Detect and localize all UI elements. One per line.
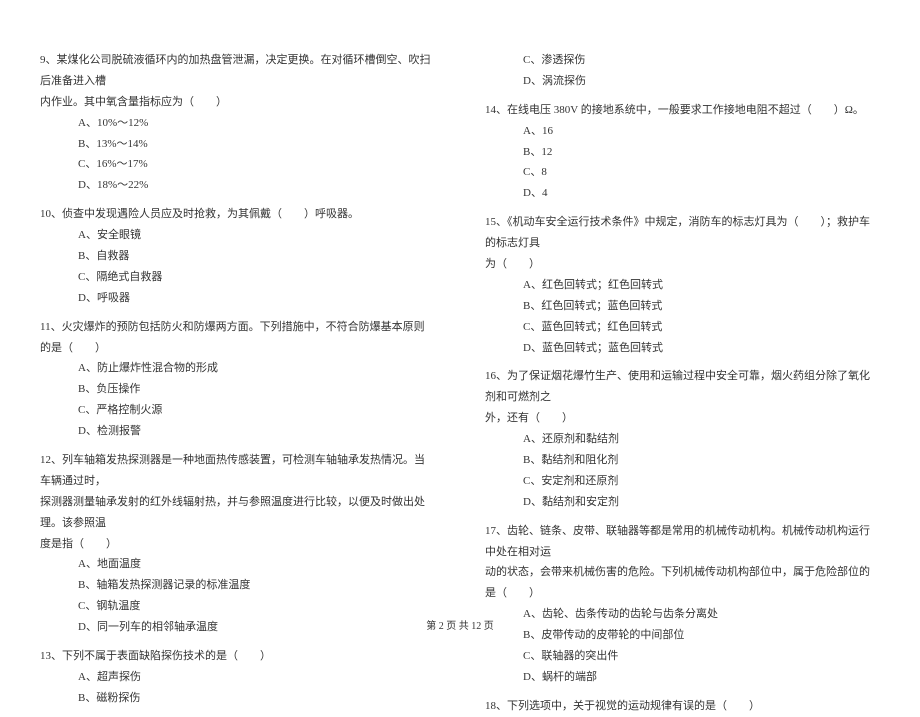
question-9-text-line2: 内作业。其中氧含量指标应为（ ） — [40, 92, 435, 113]
question-16: 16、为了保证烟花爆竹生产、使用和运输过程中安全可靠，烟火药组分除了氧化剂和可燃… — [485, 366, 880, 512]
right-column: C、渗透探伤 D、涡流探伤 14、在线电压 380V 的接地系统中，一般要求工作… — [485, 50, 880, 610]
question-15-option-c: C、蓝色回转式；红色回转式 — [485, 317, 880, 338]
question-11-option-c: C、严格控制火源 — [40, 400, 435, 421]
question-12-option-a: A、地面温度 — [40, 554, 435, 575]
question-13-option-b: B、磁粉探伤 — [40, 688, 435, 709]
question-15-text-line1: 15、《机动车安全运行技术条件》中规定，消防车的标志灯具为（ ）；救护车的标志灯… — [485, 212, 880, 254]
question-11-option-a: A、防止爆炸性混合物的形成 — [40, 358, 435, 379]
question-16-option-d: D、黏结剂和安定剂 — [485, 492, 880, 513]
question-17-option-d: D、蜗杆的端部 — [485, 667, 880, 688]
question-12-text-line2: 探测器测量轴承发射的红外线辐射热，并与参照温度进行比较，以便及时做出处理。该参照… — [40, 492, 435, 534]
question-18-text: 18、下列选项中，关于视觉的运动规律有误的是（ ） — [485, 696, 880, 717]
question-17-text-line2: 动的状态，会带来机械伤害的危险。下列机械传动机构部位中，属于危险部位的是（ ） — [485, 562, 880, 604]
question-10-option-b: B、自救器 — [40, 246, 435, 267]
question-15: 15、《机动车安全运行技术条件》中规定，消防车的标志灯具为（ ）；救护车的标志灯… — [485, 212, 880, 358]
question-15-option-a: A、红色回转式；红色回转式 — [485, 275, 880, 296]
question-13-text: 13、下列不属于表面缺陷探伤技术的是（ ） — [40, 646, 435, 667]
question-11-option-b: B、负压操作 — [40, 379, 435, 400]
question-10-option-c: C、隔绝式自救器 — [40, 267, 435, 288]
question-16-option-b: B、黏结剂和阻化剂 — [485, 450, 880, 471]
question-17: 17、齿轮、链条、皮带、联轴器等都是常用的机械传动机构。机械传动机构运行中处在相… — [485, 521, 880, 688]
question-16-text-line1: 16、为了保证烟花爆竹生产、使用和运输过程中安全可靠，烟火药组分除了氧化剂和可燃… — [485, 366, 880, 408]
question-13: 13、下列不属于表面缺陷探伤技术的是（ ） A、超声探伤 B、磁粉探伤 — [40, 646, 435, 709]
question-16-text-line2: 外，还有（ ） — [485, 408, 880, 429]
question-14-text: 14、在线电压 380V 的接地系统中，一般要求工作接地电阻不超过（ ）Ω。 — [485, 100, 880, 121]
question-14: 14、在线电压 380V 的接地系统中，一般要求工作接地电阻不超过（ ）Ω。 A… — [485, 100, 880, 204]
question-12: 12、列车轴箱发热探测器是一种地面热传感装置，可检测车轴轴承发热情况。当车辆通过… — [40, 450, 435, 638]
two-column-layout: 9、某煤化公司脱硫液循环内的加热盘管泄漏，决定更换。在对循环槽倒空、吹扫后准备进… — [40, 50, 880, 610]
question-9: 9、某煤化公司脱硫液循环内的加热盘管泄漏，决定更换。在对循环槽倒空、吹扫后准备进… — [40, 50, 435, 196]
question-9-option-c: C、16%～17% — [40, 154, 435, 175]
question-14-option-c: C、8 — [485, 162, 880, 183]
question-13-continued: C、渗透探伤 D、涡流探伤 — [485, 50, 880, 92]
question-17-text-line1: 17、齿轮、链条、皮带、联轴器等都是常用的机械传动机构。机械传动机构运行中处在相… — [485, 521, 880, 563]
question-13-option-a: A、超声探伤 — [40, 667, 435, 688]
question-15-text-line2: 为（ ） — [485, 254, 880, 275]
question-15-option-b: B、红色回转式；蓝色回转式 — [485, 296, 880, 317]
question-17-option-c: C、联轴器的突出件 — [485, 646, 880, 667]
question-12-option-c: C、钢轨温度 — [40, 596, 435, 617]
question-11-option-d: D、检测报警 — [40, 421, 435, 442]
question-13-option-c: C、渗透探伤 — [485, 50, 880, 71]
question-9-option-a: A、10%～12% — [40, 113, 435, 134]
page-footer: 第 2 页 共 12 页 — [0, 617, 920, 632]
question-10-option-a: A、安全眼镜 — [40, 225, 435, 246]
question-12-text-line3: 度是指（ ） — [40, 534, 435, 555]
question-10: 10、侦查中发现遇险人员应及时抢救，为其佩戴（ ）呼吸器。 A、安全眼镜 B、自… — [40, 204, 435, 308]
left-column: 9、某煤化公司脱硫液循环内的加热盘管泄漏，决定更换。在对循环槽倒空、吹扫后准备进… — [40, 50, 435, 610]
question-9-text-line1: 9、某煤化公司脱硫液循环内的加热盘管泄漏，决定更换。在对循环槽倒空、吹扫后准备进… — [40, 50, 435, 92]
question-12-option-b: B、轴箱发热探测器记录的标准温度 — [40, 575, 435, 596]
question-9-option-b: B、13%～14% — [40, 134, 435, 155]
question-15-option-d: D、蓝色回转式；蓝色回转式 — [485, 338, 880, 359]
question-12-text-line1: 12、列车轴箱发热探测器是一种地面热传感装置，可检测车轴轴承发热情况。当车辆通过… — [40, 450, 435, 492]
question-10-option-d: D、呼吸器 — [40, 288, 435, 309]
question-16-option-a: A、还原剂和黏结剂 — [485, 429, 880, 450]
question-10-text: 10、侦查中发现遇险人员应及时抢救，为其佩戴（ ）呼吸器。 — [40, 204, 435, 225]
question-14-option-a: A、16 — [485, 121, 880, 142]
question-9-option-d: D、18%～22% — [40, 175, 435, 196]
question-14-option-b: B、12 — [485, 142, 880, 163]
question-14-option-d: D、4 — [485, 183, 880, 204]
question-16-option-c: C、安定剂和还原剂 — [485, 471, 880, 492]
question-11: 11、火灾爆炸的预防包括防火和防爆两方面。下列措施中，不符合防爆基本原则的是（ … — [40, 317, 435, 442]
question-18: 18、下列选项中，关于视觉的运动规律有误的是（ ） — [485, 696, 880, 717]
question-13-option-d: D、涡流探伤 — [485, 71, 880, 92]
question-11-text: 11、火灾爆炸的预防包括防火和防爆两方面。下列措施中，不符合防爆基本原则的是（ … — [40, 317, 435, 359]
